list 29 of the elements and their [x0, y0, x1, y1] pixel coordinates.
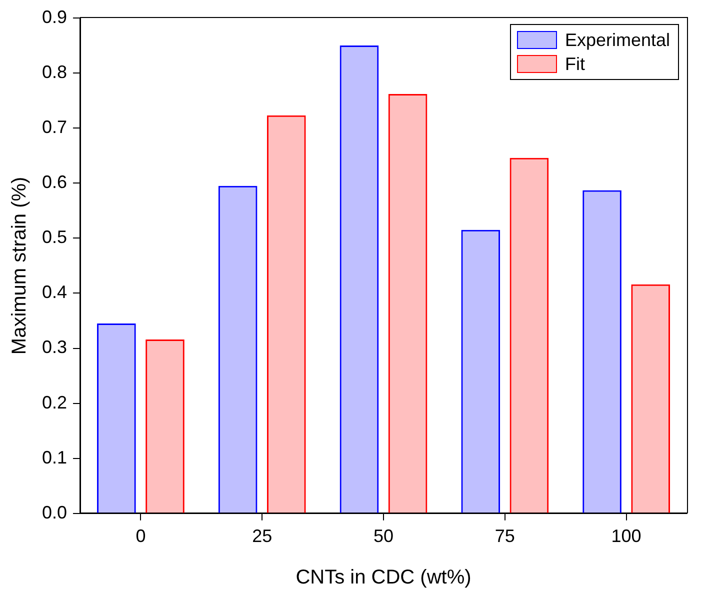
y-tick-label: 0.5: [42, 227, 68, 248]
bar: [510, 158, 549, 513]
bar: [631, 284, 670, 513]
y-tick-label: 0.2: [42, 392, 68, 412]
legend-label: Experimental: [565, 29, 670, 52]
y-tick-label: 0.3: [42, 337, 68, 358]
y-tick-label: 0.1: [42, 447, 68, 468]
x-tick-label: 0: [136, 526, 146, 546]
legend-label: Fit: [565, 53, 585, 76]
bar: [582, 190, 622, 513]
x-tick-label: 100: [611, 526, 642, 546]
y-tick-label: 0.4: [42, 282, 68, 302]
y-tick-label: 0.8: [42, 62, 68, 82]
y-axis-title: Maximum strain (%): [8, 176, 31, 355]
y-tick-label: 0.7: [42, 117, 68, 138]
x-tick-label: 75: [494, 526, 515, 546]
x-axis-title: CNTs in CDC (wt%): [296, 566, 472, 589]
bar: [266, 115, 306, 513]
y-tick-label: 0.6: [42, 172, 68, 192]
bar: [461, 230, 500, 513]
bar: [146, 339, 184, 513]
y-tick-label: 0.0: [42, 502, 68, 522]
x-tick-label: 50: [373, 526, 394, 546]
bar: [97, 323, 136, 513]
bar: [218, 186, 258, 513]
bar: [340, 46, 379, 513]
x-tick-label: 25: [252, 526, 272, 546]
y-tick-label: 0.9: [42, 6, 68, 27]
bar: [388, 94, 428, 513]
